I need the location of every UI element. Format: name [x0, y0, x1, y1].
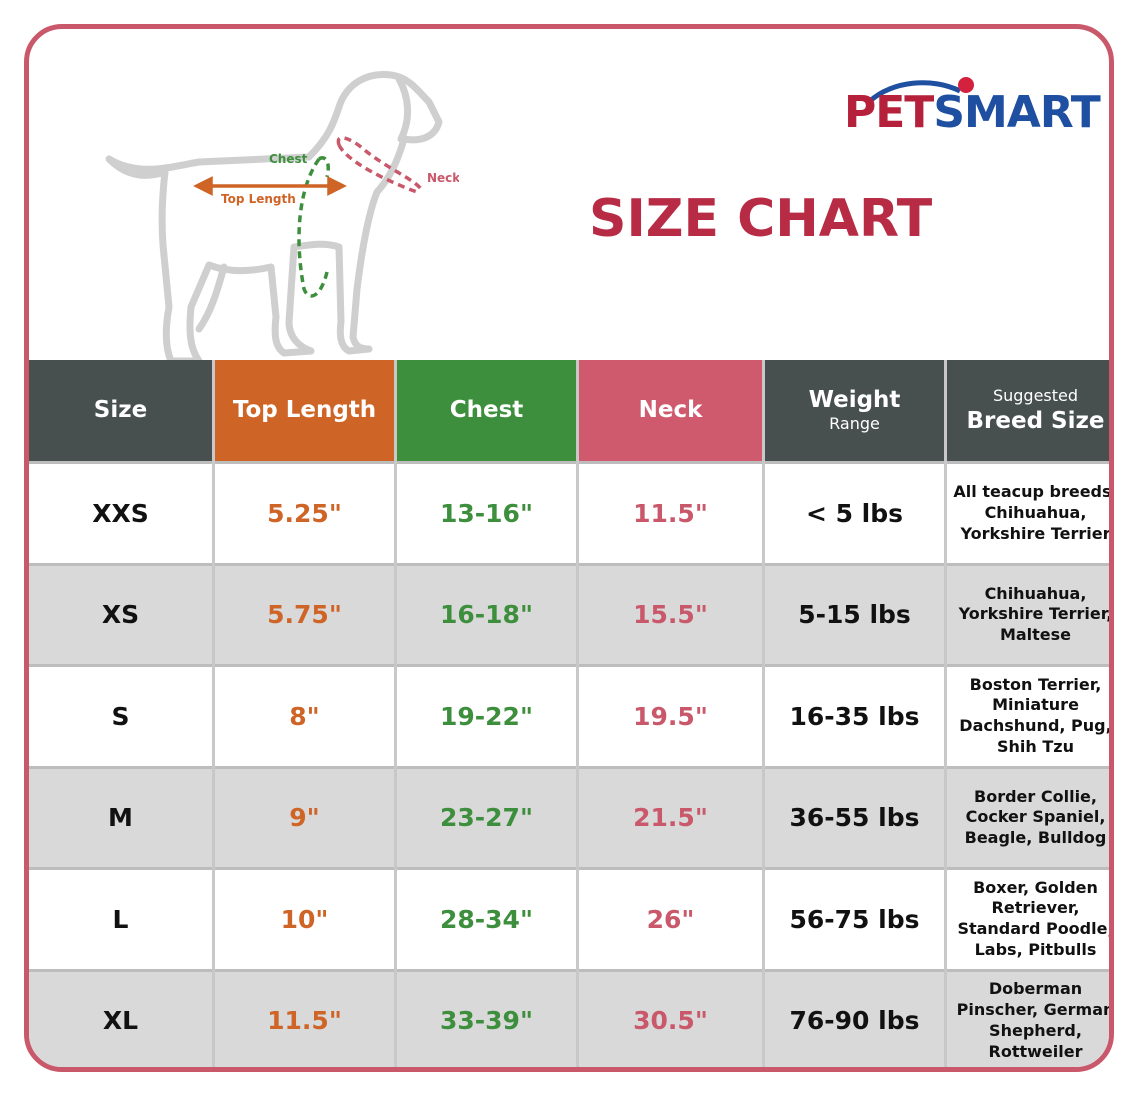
cell-neck: 15.5" [579, 562, 762, 664]
cell-chest: 28-34" [397, 867, 576, 969]
header-top-length-label: Top Length [232, 396, 377, 423]
cell-breed: All teacup breeds, Chihuahua, Yorkshire … [947, 461, 1109, 563]
cell-weight: 16-35 lbs [765, 664, 944, 766]
petsmart-logo: PETSMART [844, 75, 1101, 145]
top-length-label: Top Length [221, 192, 296, 206]
cell-top-length: 9" [215, 765, 394, 867]
cell-size: L [29, 867, 212, 969]
cell-top-length: 8" [215, 664, 394, 766]
header-breed: Suggested Breed Size [947, 360, 1109, 461]
cell-breed: Border Collie, Cocker Spaniel, Beagle, B… [947, 765, 1109, 867]
header-breed-label: Breed Size [966, 407, 1105, 434]
neck-measure-icon [336, 136, 423, 194]
dog-measurement-diagram: Chest Neck Top Length [105, 70, 459, 365]
header-weight-label: Weight [808, 387, 901, 414]
chest-label: Chest [269, 152, 308, 166]
page-title: SIZE CHART [589, 189, 933, 249]
header-size-label: Size [93, 396, 148, 423]
cell-breed: Doberman Pinscher, German Shepherd, Rott… [947, 968, 1109, 1067]
header-size: Size [29, 360, 212, 461]
cell-chest: 16-18" [397, 562, 576, 664]
chest-measure-icon [297, 156, 331, 298]
logo-arc-icon [868, 77, 974, 103]
header-chest-label: Chest [449, 396, 524, 423]
cell-chest: 23-27" [397, 765, 576, 867]
cell-chest: 33-39" [397, 968, 576, 1067]
cell-weight: 56-75 lbs [765, 867, 944, 969]
cell-breed: Chihuahua, Yorkshire Terrier, Maltese [947, 562, 1109, 664]
cell-top-length: 5.25" [215, 461, 394, 563]
cell-size: S [29, 664, 212, 766]
logo-text-smart: SMART [933, 87, 1100, 138]
header-top-length: Top Length [215, 360, 394, 461]
cell-top-length: 10" [215, 867, 394, 969]
cell-weight: 76-90 lbs [765, 968, 944, 1067]
header-neck: Neck [579, 360, 762, 461]
cell-neck: 30.5" [579, 968, 762, 1067]
cell-neck: 11.5" [579, 461, 762, 563]
cell-weight: < 5 lbs [765, 461, 944, 563]
cell-size: XS [29, 562, 212, 664]
cell-neck: 21.5" [579, 765, 762, 867]
header-chest: Chest [397, 360, 576, 461]
neck-label: Neck [427, 171, 459, 185]
cell-top-length: 5.75" [215, 562, 394, 664]
top-length-arrow-icon [193, 176, 347, 196]
cell-weight: 36-55 lbs [765, 765, 944, 867]
cell-size: M [29, 765, 212, 867]
cell-neck: 26" [579, 867, 762, 969]
logo-text-pet: PET [844, 87, 934, 138]
size-table: Size Top Length Chest Neck Weight Range … [29, 360, 1109, 1067]
cell-size: XXS [29, 461, 212, 563]
header-weight-sublabel: Range [829, 414, 880, 434]
dog-outline-icon [105, 70, 443, 365]
cell-weight: 5-15 lbs [765, 562, 944, 664]
cell-chest: 19-22" [397, 664, 576, 766]
header-neck-label: Neck [638, 396, 703, 423]
header-weight: Weight Range [765, 360, 944, 461]
cell-breed: Boston Terrier, Miniature Dachshund, Pug… [947, 664, 1109, 766]
header-breed-sublabel: Suggested [992, 386, 1079, 406]
cell-chest: 13-16" [397, 461, 576, 563]
cell-size: XL [29, 968, 212, 1067]
size-chart-card: Chest Neck Top Length PETSMART SIZE CHAR… [24, 24, 1114, 1072]
cell-neck: 19.5" [579, 664, 762, 766]
cell-top-length: 11.5" [215, 968, 394, 1067]
logo-wordmark: PETSMART [844, 87, 1101, 138]
cell-breed: Boxer, Golden Retriever, Standard Poodle… [947, 867, 1109, 969]
